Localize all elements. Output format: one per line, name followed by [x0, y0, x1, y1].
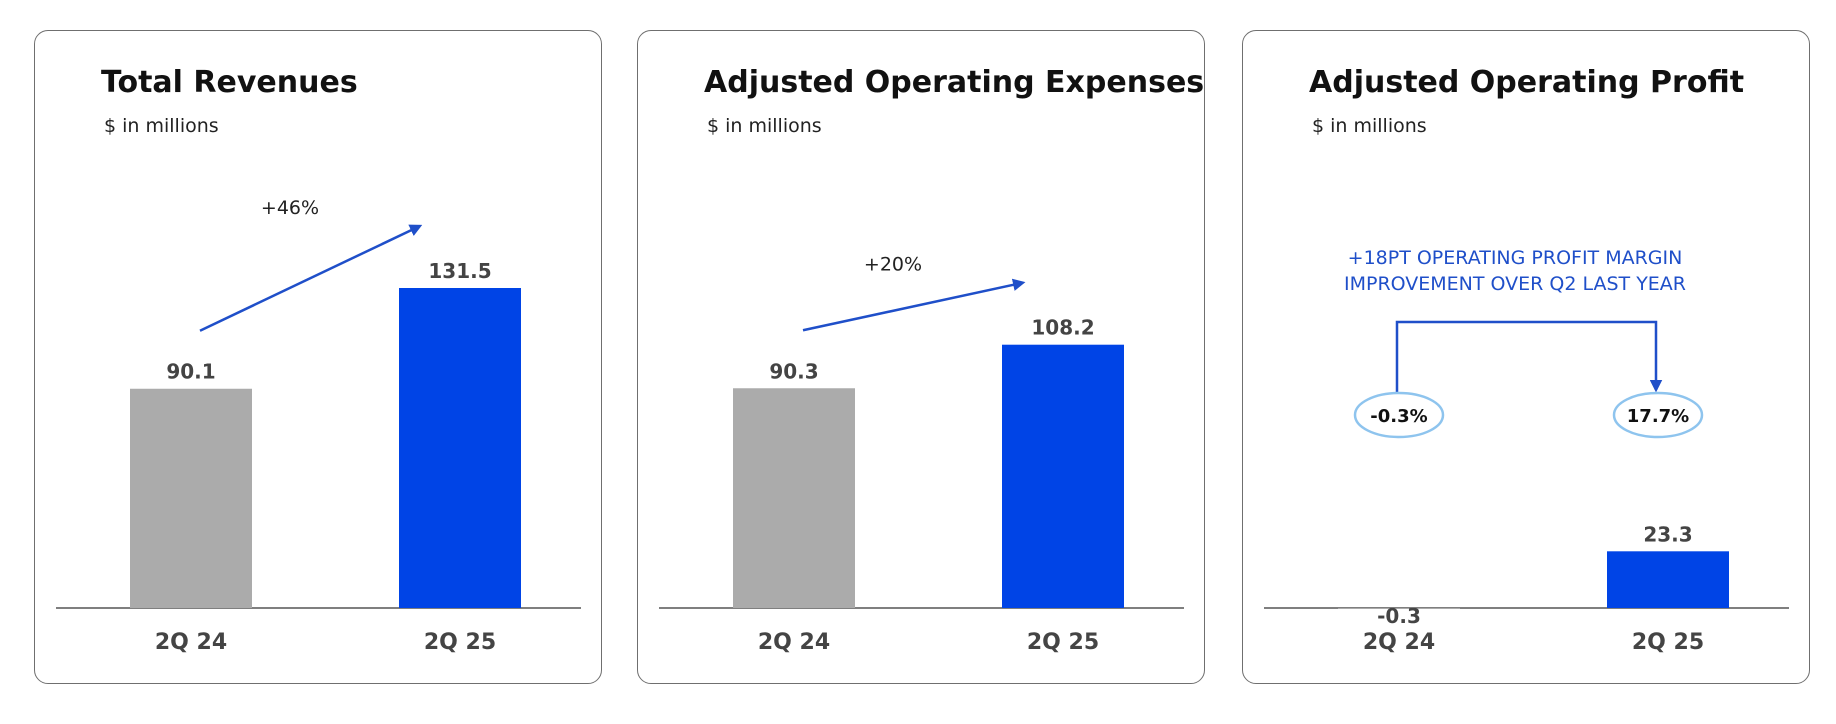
margin-improvement-note: +18PT OPERATING PROFIT MARGIN: [1348, 247, 1683, 269]
operating-expenses-panel: Adjusted Operating Expenses $ in million…: [637, 30, 1205, 684]
bar-value-label: 90.1: [166, 360, 215, 384]
growth-label: +20%: [864, 254, 922, 276]
total-revenues-panel: Total Revenues $ in millions 90.1 131.5 2Q…: [34, 30, 602, 684]
bar: [1338, 608, 1460, 609]
bar: [733, 388, 855, 608]
bar: [1002, 344, 1124, 608]
x-tick-label: 2Q 25: [424, 630, 496, 655]
bar: [130, 388, 252, 608]
margin-bracket-arrow: [1395, 320, 1663, 393]
bar-value-label: 90.3: [769, 359, 818, 383]
panel-title: Adjusted Operating Profit: [1309, 65, 1745, 100]
operating-profit-panel: Adjusted Operating Profit $ in millions …: [1242, 30, 1810, 684]
margin-value: 17.7%: [1627, 406, 1689, 427]
panel-title: Total Revenues: [101, 65, 358, 100]
x-tick-label: 2Q 24: [758, 630, 830, 655]
growth-label: +46%: [261, 197, 319, 219]
bar-value-label: 108.2: [1031, 316, 1094, 340]
margin-value: -0.3%: [1370, 406, 1427, 427]
operating-profit-chart: -0.3 23.3 2Q 24 2Q 25 +18PT OPERATING PROFIT…: [1264, 247, 1789, 655]
x-tick-label: 2Q 24: [1363, 630, 1435, 655]
bar-value-label: 131.5: [428, 259, 491, 283]
bar: [1607, 551, 1729, 608]
bar-value-label: 23.3: [1643, 522, 1692, 546]
total-revenues-chart: 90.1 131.5 2Q 24 2Q 25 +46%: [56, 197, 581, 655]
x-tick-label: 2Q 25: [1027, 630, 1099, 655]
margin-improvement-note: IMPROVEMENT OVER Q2 LAST YEAR: [1344, 273, 1686, 295]
panel-subtitle: $ in millions: [1312, 115, 1427, 137]
panel-subtitle: $ in millions: [707, 115, 822, 137]
x-tick-label: 2Q 24: [155, 630, 227, 655]
growth-arrow: [199, 224, 423, 332]
growth-arrow: [802, 278, 1026, 332]
bar: [399, 288, 521, 608]
x-tick-label: 2Q 25: [1632, 630, 1704, 655]
panel-subtitle: $ in millions: [104, 115, 219, 137]
panel-title: Adjusted Operating Expenses: [704, 65, 1205, 100]
margin-bubble: [1353, 391, 1445, 439]
bar-value-label: -0.3: [1377, 604, 1421, 628]
margin-bubble: [1612, 391, 1704, 439]
operating-expenses-chart: 90.3 108.2 2Q 24 2Q 25 +20%: [659, 254, 1184, 655]
